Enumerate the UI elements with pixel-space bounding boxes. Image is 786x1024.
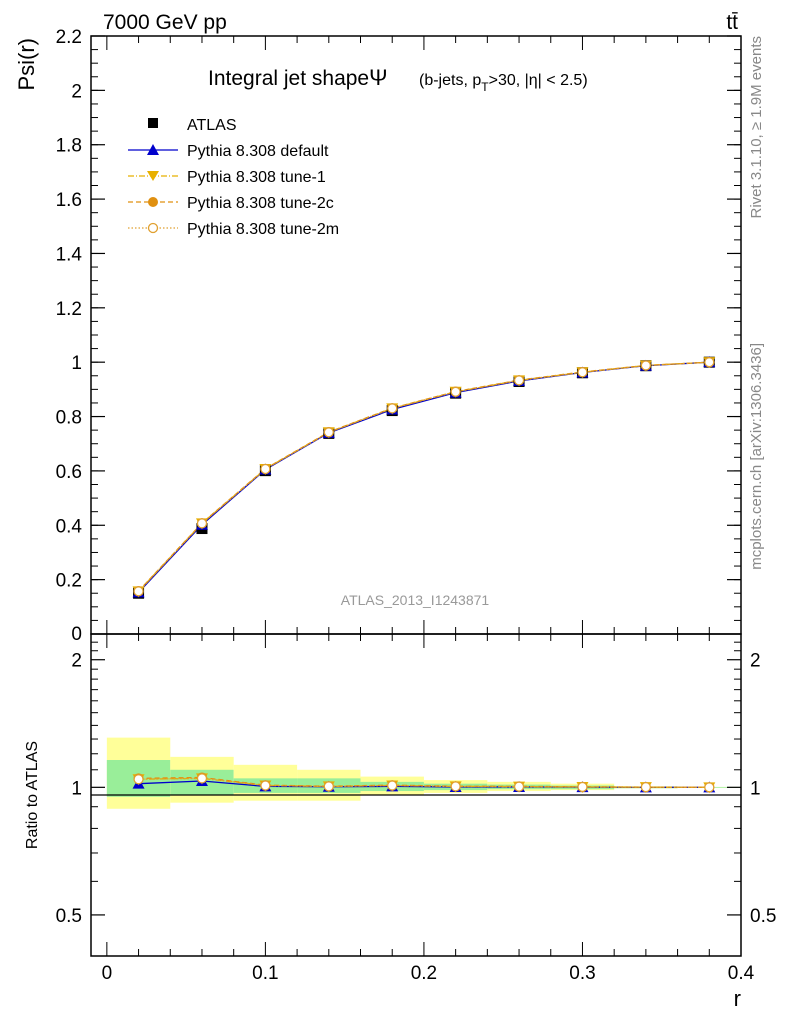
series-line-default	[138, 361, 710, 593]
legend-marker-default	[147, 144, 159, 155]
analysis-watermark: ATLAS_2013_I1243871	[341, 592, 490, 608]
chart-title-symbol: Ψ	[369, 65, 387, 90]
legend-label-default: Pythia 8.308 default	[187, 143, 329, 160]
main-y-tick-label: 0.4	[56, 516, 83, 537]
legend-label-tune2m: Pythia 8.308 tune-2m	[187, 221, 339, 238]
process-label: tt̄	[726, 11, 738, 34]
legend-marker-atlas	[148, 118, 158, 128]
ratio-y-tick-label-left: 1	[71, 778, 82, 799]
ratio-point-tune2m	[387, 780, 398, 791]
rivet-version-label: Rivet 3.1.10, ≥ 1.9M events	[748, 36, 765, 219]
chart-title: Integral jet shapeΨ	[208, 65, 388, 90]
main-y-tick-label: 0.6	[56, 462, 82, 483]
legend-item-atlas: ATLAS	[148, 117, 237, 134]
energy-label: 7000 GeV pp	[103, 11, 227, 34]
data-point-tune2m	[133, 586, 144, 597]
data-point-tune2m	[513, 375, 525, 386]
data-point-tune2m	[450, 386, 461, 397]
chart-subtitle-suffix: >30, |η| < 2.5)	[489, 72, 588, 89]
ratio-y-tick-label-right: 0.5	[750, 906, 776, 927]
data-point-tune2m	[323, 427, 334, 438]
ratio-x-tick-label: 0.4	[728, 963, 755, 984]
legend-label-tune2c: Pythia 8.308 tune-2c	[187, 195, 334, 212]
series-line-tune1	[138, 361, 710, 592]
ratio-point-tune2m	[704, 782, 715, 793]
main-series-layer	[132, 356, 716, 599]
main-y-tick-label: 1	[71, 353, 82, 374]
data-point-tune2m	[640, 360, 652, 371]
data-point-tune2m	[387, 403, 398, 414]
ratio-point-tune2m	[640, 781, 652, 793]
x-axis-label: r	[734, 986, 741, 1011]
main-y-tick-label: 1.6	[56, 190, 82, 211]
legend-marker-tune1	[147, 171, 159, 181]
ratio-panel: 0.5 0.51 12 2 0 0.1 0.2 0.3 0.4 Ratio to ATLAS …	[24, 633, 776, 1011]
main-y-tick-label: 0.2	[56, 571, 82, 592]
main-y-tick-label: 1.2	[56, 299, 82, 320]
ratio-panel-frame	[90, 633, 742, 957]
ratio-y-axis-label: Ratio to ATLAS	[24, 741, 41, 849]
ratio-y-tick-label-left: 2	[71, 651, 82, 672]
data-point-tune2m	[196, 518, 208, 529]
ratio-y-tick-label-right: 1	[750, 778, 761, 799]
main-y-tick-label: 0.8	[56, 408, 82, 429]
legend-label-tune1: Pythia 8.308 tune-1	[187, 169, 326, 186]
chart-subtitle-sub: T	[481, 80, 489, 94]
legend-marker-tune2m	[147, 222, 159, 234]
main-y-tick-label: 1.4	[56, 244, 83, 265]
series-line-tune2m	[138, 361, 710, 592]
main-x-axis-ticks	[106, 36, 742, 634]
legend-item-tune1: Pythia 8.308 tune-1	[128, 169, 326, 186]
chart-title-text: Integral jet shape	[208, 67, 369, 90]
ratio-point-tune2m	[196, 773, 208, 784]
series-line-tune2c	[138, 361, 710, 592]
chart-subtitle: (b-jets, pT>30, |η| < 2.5)	[419, 72, 588, 94]
ratio-series-layer	[132, 772, 716, 794]
ratio-point-tune2m	[513, 781, 525, 792]
legend-item-tune2c: Pythia 8.308 tune-2c	[128, 195, 334, 212]
data-point-tune2m	[260, 463, 271, 475]
main-panel: 0.2 0.4 0.6 0.8 1 1.2 1.4 1.6 1.8 2 2.2 0 Psi(r) In…	[14, 27, 742, 645]
legend-marker-tune2c	[148, 197, 158, 207]
ratio-y-tick-label-right: 2	[750, 651, 761, 672]
ratio-point-tune2m	[577, 781, 588, 793]
ratio-x-tick-label: 0	[102, 963, 113, 984]
ratio-line-tune2m	[138, 777, 710, 788]
legend-label-atlas: ATLAS	[187, 117, 237, 134]
main-y-tick-label: 2.2	[56, 27, 82, 48]
mcplots-label: mcplots.cern.ch [arXiv:1306.3436]	[748, 343, 765, 570]
ratio-x-tick-label: 0.2	[411, 963, 437, 984]
ratio-point-tune2m	[133, 774, 144, 785]
main-y-tick-label: 1.8	[56, 136, 82, 157]
ratio-point-tune2m	[260, 780, 271, 791]
main-y-tick-label: 2	[71, 81, 82, 102]
ratio-x-tick-label: 0.1	[252, 963, 278, 984]
main-y-axis-label: Psi(r)	[14, 38, 39, 91]
ratio-x-axis: 0 0.1 0.2 0.3 0.4	[102, 634, 755, 984]
legend: ATLAS Pythia 8.308 default Pythia 8.308 …	[128, 117, 339, 238]
legend-item-default: Pythia 8.308 default	[128, 143, 329, 160]
chart-subtitle-prefix: (b-jets, p	[419, 72, 481, 89]
data-point-tune2m	[704, 357, 715, 368]
legend-item-tune2m: Pythia 8.308 tune-2m	[128, 221, 339, 238]
data-point-tune2m	[577, 367, 588, 378]
ratio-point-tune2m	[323, 781, 334, 792]
ratio-y-axis: 0.5 0.5 1 1 2 2	[56, 641, 776, 927]
ratio-x-tick-label: 0.3	[569, 963, 595, 984]
ratio-y-tick-label-left: 0.5	[56, 906, 82, 927]
main-y-tick-label-zero: 0	[71, 624, 82, 645]
ratio-point-tune2m	[450, 781, 461, 792]
main-y-axis: 0.2 0.4 0.6 0.8 1 1.2 1.4 1.6 1.8 2 2.2 0	[56, 27, 741, 645]
